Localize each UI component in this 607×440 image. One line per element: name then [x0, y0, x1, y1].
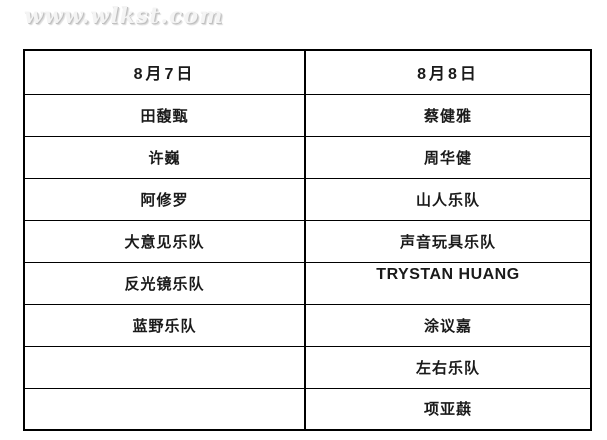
table-cell: 许巍: [23, 135, 306, 179]
table-cell: 大意见乐队: [23, 219, 306, 263]
table-row: 阿修罗 山人乐队: [23, 177, 592, 221]
table-cell: 蓝野乐队: [23, 303, 306, 347]
table-body: 田馥甄 蔡健雅 许巍 周华健 阿修罗 山人乐队 大意见乐队 声音玩具乐队 反光镜乐队 TRYSTA…: [23, 93, 592, 431]
table-cell: [23, 345, 306, 389]
header-row: 8月7日 8月8日: [23, 49, 592, 95]
table-cell: 声音玩具乐队: [304, 219, 592, 263]
table-cell: 项亚蕻: [304, 387, 592, 431]
table-cell: 蔡健雅: [304, 93, 592, 137]
table-cell: 涂议嘉: [304, 303, 592, 347]
table-row: 反光镜乐队 TRYSTAN HUANG: [23, 261, 592, 305]
table-cell: 阿修罗: [23, 177, 306, 221]
table-row: 田馥甄 蔡健雅: [23, 93, 592, 137]
table-cell: 周华健: [304, 135, 592, 179]
table-cell: TRYSTAN HUANG: [304, 261, 592, 305]
table-cell: 山人乐队: [304, 177, 592, 221]
table-row: 蓝野乐队 涂议嘉: [23, 303, 592, 347]
table-cell: 田馥甄: [23, 93, 306, 137]
table-cell: 左右乐队: [304, 345, 592, 389]
site-watermark: www.wlkst.com: [24, 3, 224, 29]
header-cell-day2: 8月8日: [304, 49, 592, 95]
table-row: 许巍 周华健: [23, 135, 592, 179]
header-cell-day1: 8月7日: [23, 49, 306, 95]
table-row: 大意见乐队 声音玩具乐队: [23, 219, 592, 263]
lineup-table: 8月7日 8月8日 田馥甄 蔡健雅 许巍 周华健 阿修罗 山人乐队 大意见乐队 声音玩具乐队反…: [23, 49, 592, 431]
table-row: 项亚蕻: [23, 387, 592, 431]
table-cell: 反光镜乐队: [23, 261, 306, 305]
table-row: 左右乐队: [23, 345, 592, 389]
table-cell: [23, 387, 306, 431]
